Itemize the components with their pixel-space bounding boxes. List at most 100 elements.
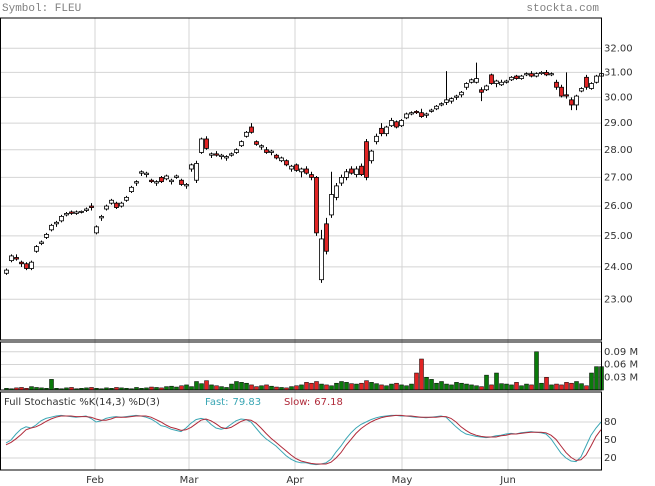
volume-bar bbox=[479, 386, 484, 391]
volume-bar bbox=[554, 383, 559, 391]
volume-bar bbox=[494, 372, 499, 391]
candle-body bbox=[309, 174, 314, 178]
candle-body bbox=[219, 154, 224, 157]
volume-bar bbox=[434, 382, 439, 391]
legend-value: 67.18 bbox=[314, 397, 343, 408]
volume-bar bbox=[344, 382, 349, 391]
candle-body bbox=[559, 86, 564, 97]
y-tick-label: 25.00 bbox=[604, 231, 633, 242]
candle-body bbox=[214, 153, 219, 156]
volume-bar bbox=[419, 358, 424, 391]
candle-body bbox=[154, 181, 159, 184]
volume-bar bbox=[49, 379, 54, 391]
candle-body bbox=[424, 113, 429, 116]
volume-bar bbox=[534, 351, 539, 391]
candle-body bbox=[279, 157, 284, 162]
candle-body bbox=[349, 168, 354, 174]
volume-bar bbox=[549, 384, 554, 391]
candle-body bbox=[244, 131, 249, 137]
volume-bar bbox=[414, 372, 419, 391]
candle-body bbox=[199, 138, 204, 153]
site: stockta.com bbox=[526, 3, 599, 15]
candle-body bbox=[354, 168, 359, 175]
y-tick-label: 80 bbox=[604, 417, 617, 428]
volume-bar bbox=[354, 383, 359, 391]
candle-body bbox=[4, 269, 9, 274]
volume-bar bbox=[464, 383, 469, 391]
y-tick-label: 24.00 bbox=[604, 262, 633, 273]
volume-bar bbox=[329, 385, 334, 391]
volume-bar bbox=[219, 386, 224, 391]
volume-bar bbox=[594, 366, 599, 391]
candle-body bbox=[89, 205, 94, 208]
volume-bar bbox=[194, 381, 199, 391]
candle-body bbox=[479, 89, 484, 93]
volume-bar bbox=[229, 383, 234, 391]
volume-bar bbox=[584, 385, 589, 391]
volume-bar bbox=[509, 384, 514, 391]
candle-body bbox=[514, 75, 519, 79]
volume-bar bbox=[164, 386, 169, 391]
candle-body bbox=[29, 261, 34, 269]
candle-body bbox=[164, 175, 169, 180]
x-tick-label: Feb bbox=[86, 475, 104, 486]
volume-bar bbox=[579, 383, 584, 391]
candle-body bbox=[114, 202, 119, 208]
y-tick-label: 0.03 M bbox=[604, 372, 638, 383]
candle-body bbox=[389, 120, 394, 127]
candle-body bbox=[104, 205, 109, 210]
candle-body bbox=[454, 95, 459, 98]
legend-value: 79.83 bbox=[232, 397, 261, 408]
volume-bar bbox=[324, 384, 329, 391]
candle-body bbox=[509, 76, 514, 81]
panel-frame bbox=[0, 341, 602, 391]
candle-body bbox=[314, 177, 319, 234]
candle-body bbox=[109, 199, 114, 204]
volume-bar bbox=[449, 384, 454, 391]
candle-body bbox=[64, 213, 69, 216]
volume-bar bbox=[474, 385, 479, 391]
y-tick-label: 28.00 bbox=[604, 145, 633, 156]
volume-bar bbox=[424, 377, 429, 391]
volume-bar bbox=[544, 377, 549, 391]
candle-body bbox=[469, 79, 474, 83]
volume-bar bbox=[559, 384, 564, 391]
volume-bar bbox=[214, 385, 219, 391]
candle-body bbox=[94, 226, 99, 234]
candle-body bbox=[584, 76, 589, 88]
volume-bar bbox=[459, 382, 464, 391]
candle-body bbox=[174, 175, 179, 178]
volume-bar bbox=[269, 385, 274, 391]
volume-bar bbox=[184, 384, 189, 391]
candle-body bbox=[189, 164, 194, 170]
candle-body bbox=[234, 149, 239, 153]
candle-body bbox=[119, 202, 124, 207]
volume-bar bbox=[469, 384, 474, 391]
volume-bar bbox=[514, 382, 519, 391]
volume-bar bbox=[359, 382, 364, 391]
candle-body bbox=[34, 246, 39, 252]
candle-body bbox=[239, 141, 244, 147]
candle-body bbox=[429, 109, 434, 112]
panel-title: Full Stochastic %K(14,3) %D(3) bbox=[4, 397, 160, 408]
candle-body bbox=[434, 105, 439, 110]
candle-body bbox=[439, 103, 444, 106]
volume-bar bbox=[169, 385, 174, 391]
volume-bar bbox=[264, 384, 269, 391]
candle-body bbox=[404, 113, 409, 119]
volume-bar bbox=[304, 382, 309, 391]
candle-body bbox=[324, 223, 329, 252]
candle-body bbox=[574, 95, 579, 106]
candle-body bbox=[409, 112, 414, 115]
candle-body bbox=[554, 81, 559, 88]
stochastic-line bbox=[5, 414, 602, 466]
volume-bar bbox=[574, 381, 579, 391]
volume-bar bbox=[189, 386, 194, 391]
x-tick-label: May bbox=[392, 475, 413, 486]
candle-body bbox=[339, 177, 344, 184]
candle-body bbox=[399, 120, 404, 127]
candle-body bbox=[184, 184, 189, 187]
legend-entry: Fast: 79.83 bbox=[205, 397, 261, 408]
volume-bar bbox=[339, 381, 344, 391]
candle-body bbox=[569, 99, 574, 106]
